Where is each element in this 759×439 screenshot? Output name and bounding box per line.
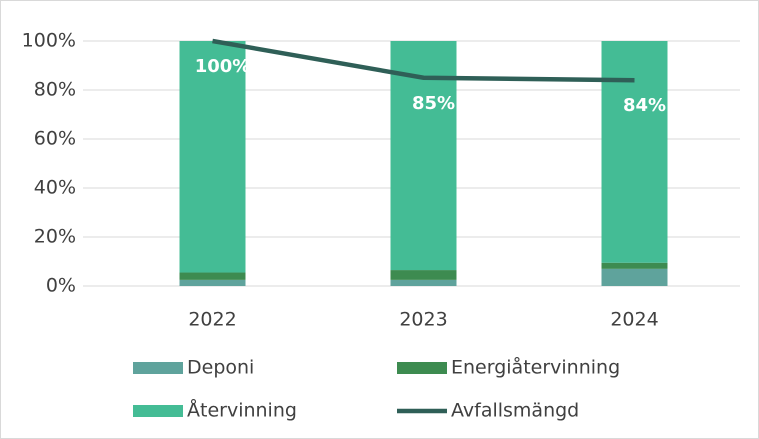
data-label: 85% <box>412 93 455 114</box>
y-tick-label: 40% <box>34 177 76 199</box>
y-tick-label: 60% <box>34 128 76 150</box>
legend-label: Avfallsmängd <box>451 400 579 422</box>
bar-segment <box>179 279 246 286</box>
x-tick-label: 2024 <box>610 309 658 331</box>
y-tick-label: 100% <box>22 30 76 52</box>
legend-swatch <box>133 405 183 417</box>
bar-segment <box>601 268 668 286</box>
bar-segment <box>601 262 668 269</box>
data-label: 84% <box>623 95 666 116</box>
legend-swatch <box>397 362 447 374</box>
bar-segment <box>390 279 457 286</box>
legend-swatch <box>133 362 183 374</box>
legend-label: Återvinning <box>187 399 297 422</box>
bar-segment <box>179 272 246 280</box>
y-tick-label: 80% <box>34 79 76 101</box>
bar-segment <box>179 41 246 273</box>
bar-segment <box>390 270 457 280</box>
data-label: 100% <box>195 56 251 77</box>
y-tick-label: 0% <box>46 275 76 297</box>
legend-label: Deponi <box>187 357 254 379</box>
x-tick-label: 2023 <box>399 309 447 331</box>
x-tick-label: 2022 <box>188 309 236 331</box>
bar-segment <box>601 41 668 263</box>
y-tick-label: 20% <box>34 226 76 248</box>
legend-label: Energiåtervinning <box>451 356 620 379</box>
line <box>212 38 635 83</box>
